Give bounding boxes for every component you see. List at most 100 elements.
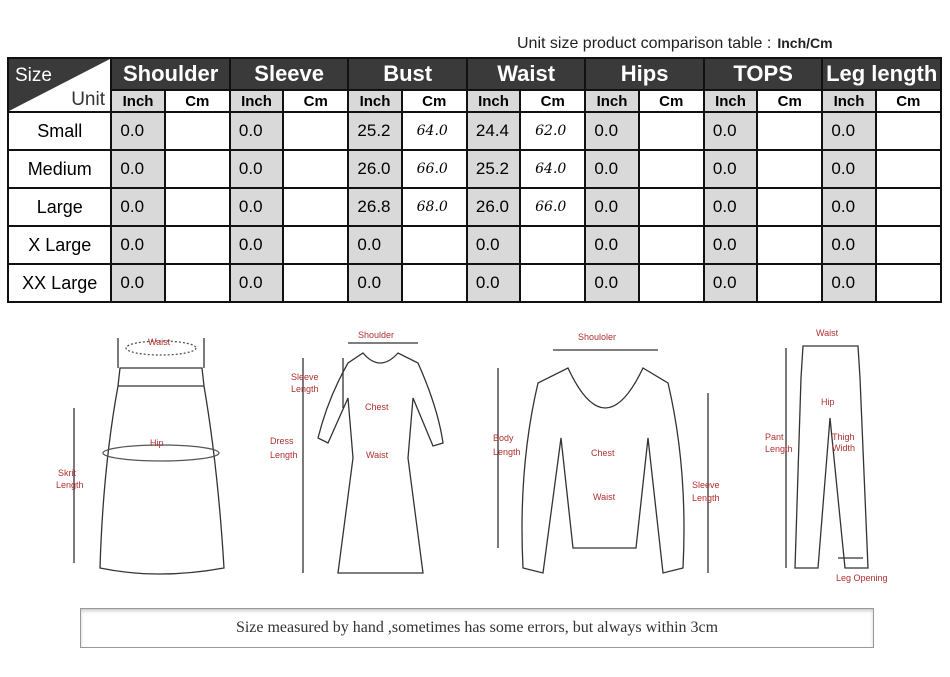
label-pants-hip: Hip <box>821 397 835 407</box>
cm-value <box>756 187 824 227</box>
label-thigh-width: Width <box>832 443 855 453</box>
cm-value <box>874 263 943 303</box>
caption-unit: Inch/Cm <box>777 35 833 51</box>
inch-value: 0.0 <box>821 263 877 303</box>
column-header-waist: Waist <box>465 56 587 92</box>
table-row: Medium 0.0 0.0 26.0 66.0 25.2 64.0 0.0 0.0 0.0 <box>6 149 943 189</box>
cm-value <box>163 263 231 303</box>
inch-value: 0.0 <box>110 149 166 189</box>
inch-value: 0.0 <box>584 225 640 265</box>
column-header-bust: Bust <box>347 56 468 92</box>
cm-value <box>756 149 824 189</box>
inch-value: 0.0 <box>821 149 877 189</box>
measurement-illustrations: Waist Hip Skrit Length Shoulder Sleeve L… <box>56 328 888 583</box>
dress-illustration: Shoulder Sleeve Length Chest Dress Lengt… <box>270 330 444 574</box>
table-row: Small 0.0 0.0 25.2 64.0 24.4 62.0 0.0 0.0 0.0 <box>6 111 943 151</box>
cm-value: 62.0 <box>519 111 587 151</box>
cm-value <box>756 225 824 265</box>
cm-value <box>282 149 350 189</box>
cm-value <box>400 263 468 303</box>
pants-illustration: Waist Hip Pant Length Thigh Width Leg Op… <box>765 328 888 583</box>
label-thigh: Thigh <box>832 432 855 442</box>
inch-value: 26.8 <box>347 187 403 227</box>
unit-header-inch: Inch <box>228 89 285 113</box>
cm-value <box>282 263 350 303</box>
column-header-tops: TOPS <box>702 56 824 92</box>
cm-value: 68.0 <box>400 187 468 227</box>
inch-value: 0.0 <box>702 225 759 265</box>
column-header-sleeve: Sleeve <box>228 56 350 92</box>
unit-header-cm: Cm <box>756 89 824 113</box>
inch-value: 0.0 <box>465 225 522 265</box>
cm-value <box>519 263 587 303</box>
label-body-length: Length <box>493 447 521 457</box>
cm-value <box>163 149 231 189</box>
size-label: Small <box>6 111 113 151</box>
top-illustration: Shouloler Body Length Chest Waist Sleeve… <box>493 332 720 574</box>
label-body: Body <box>493 433 514 443</box>
inch-value: 0.0 <box>702 263 759 303</box>
cm-value <box>163 225 231 265</box>
cm-value <box>637 149 705 189</box>
measurement-note: Size measured by hand ,sometimes has som… <box>80 608 874 648</box>
unit-header-cm: Cm <box>519 89 587 113</box>
cm-value <box>756 263 824 303</box>
cm-value <box>519 225 587 265</box>
unit-header-inch: Inch <box>702 89 759 113</box>
table-row: Large 0.0 0.0 26.8 68.0 26.0 66.0 0.0 0.0 0.0 <box>6 187 943 227</box>
unit-header-cm: Cm <box>400 89 468 113</box>
cm-value <box>163 187 231 227</box>
label-shoulder: Shoulder <box>358 330 394 340</box>
table-row: X Large 0.0 0.0 0.0 0.0 0.0 0.0 0.0 <box>6 225 943 265</box>
inch-value: 0.0 <box>110 187 166 227</box>
label-pants-waist: Waist <box>816 328 839 338</box>
unit-header-cm: Cm <box>163 89 231 113</box>
label-dress-length: Length <box>270 450 298 460</box>
label-top-shoulder: Shouloler <box>578 332 616 342</box>
inch-value: 0.0 <box>347 225 403 265</box>
label-top-sleeve: Sleeve <box>692 480 720 490</box>
corner-size: Size <box>15 65 52 86</box>
label-dress-waist: Waist <box>366 450 389 460</box>
skirt-illustration: Waist Hip Skrit Length <box>56 337 225 575</box>
label-sleeve: Sleeve <box>291 372 319 382</box>
inch-value: 0.0 <box>821 187 877 227</box>
size-label: Large <box>6 187 113 227</box>
label-waist: Waist <box>148 337 171 347</box>
cm-value: 64.0 <box>519 149 587 189</box>
caption-text: Unit size product comparison table : <box>517 35 772 52</box>
unit-header-inch: Inch <box>821 89 877 113</box>
unit-header-inch: Inch <box>584 89 640 113</box>
inch-value: 26.0 <box>347 149 403 189</box>
inch-value: 0.0 <box>110 263 166 303</box>
size-label: Medium <box>6 149 113 189</box>
cm-value <box>282 111 350 151</box>
size-label: XX Large <box>6 263 113 303</box>
cm-value <box>282 225 350 265</box>
cm-value <box>637 225 705 265</box>
unit-header-cm: Cm <box>637 89 705 113</box>
label-pant: Pant <box>765 432 784 442</box>
label-top-sleeve-length: Length <box>692 493 720 503</box>
inch-value: 0.0 <box>584 149 640 189</box>
inch-value: 0.0 <box>584 263 640 303</box>
inch-value: 26.0 <box>465 187 522 227</box>
cm-value <box>400 225 468 265</box>
column-header-hips: Hips <box>584 56 705 92</box>
cm-value <box>874 149 943 189</box>
label-top-chest: Chest <box>591 448 615 458</box>
label-sleeve-length: Length <box>291 384 319 394</box>
inch-value: 0.0 <box>702 149 759 189</box>
label-length: Length <box>56 480 84 490</box>
corner-unit: Unit <box>71 89 106 110</box>
label-dress: Dress <box>270 436 294 446</box>
unit-header-cm: Cm <box>874 89 943 113</box>
unit-header-inch: Inch <box>465 89 522 113</box>
inch-value: 0.0 <box>228 111 285 151</box>
unit-header-inch: Inch <box>347 89 403 113</box>
inch-value: 25.2 <box>465 149 522 189</box>
table-row: XX Large 0.0 0.0 0.0 0.0 0.0 0.0 0.0 <box>6 263 943 303</box>
inch-value: 25.2 <box>347 111 403 151</box>
inch-value: 0.0 <box>821 225 877 265</box>
unit-header-cm: Cm <box>282 89 350 113</box>
